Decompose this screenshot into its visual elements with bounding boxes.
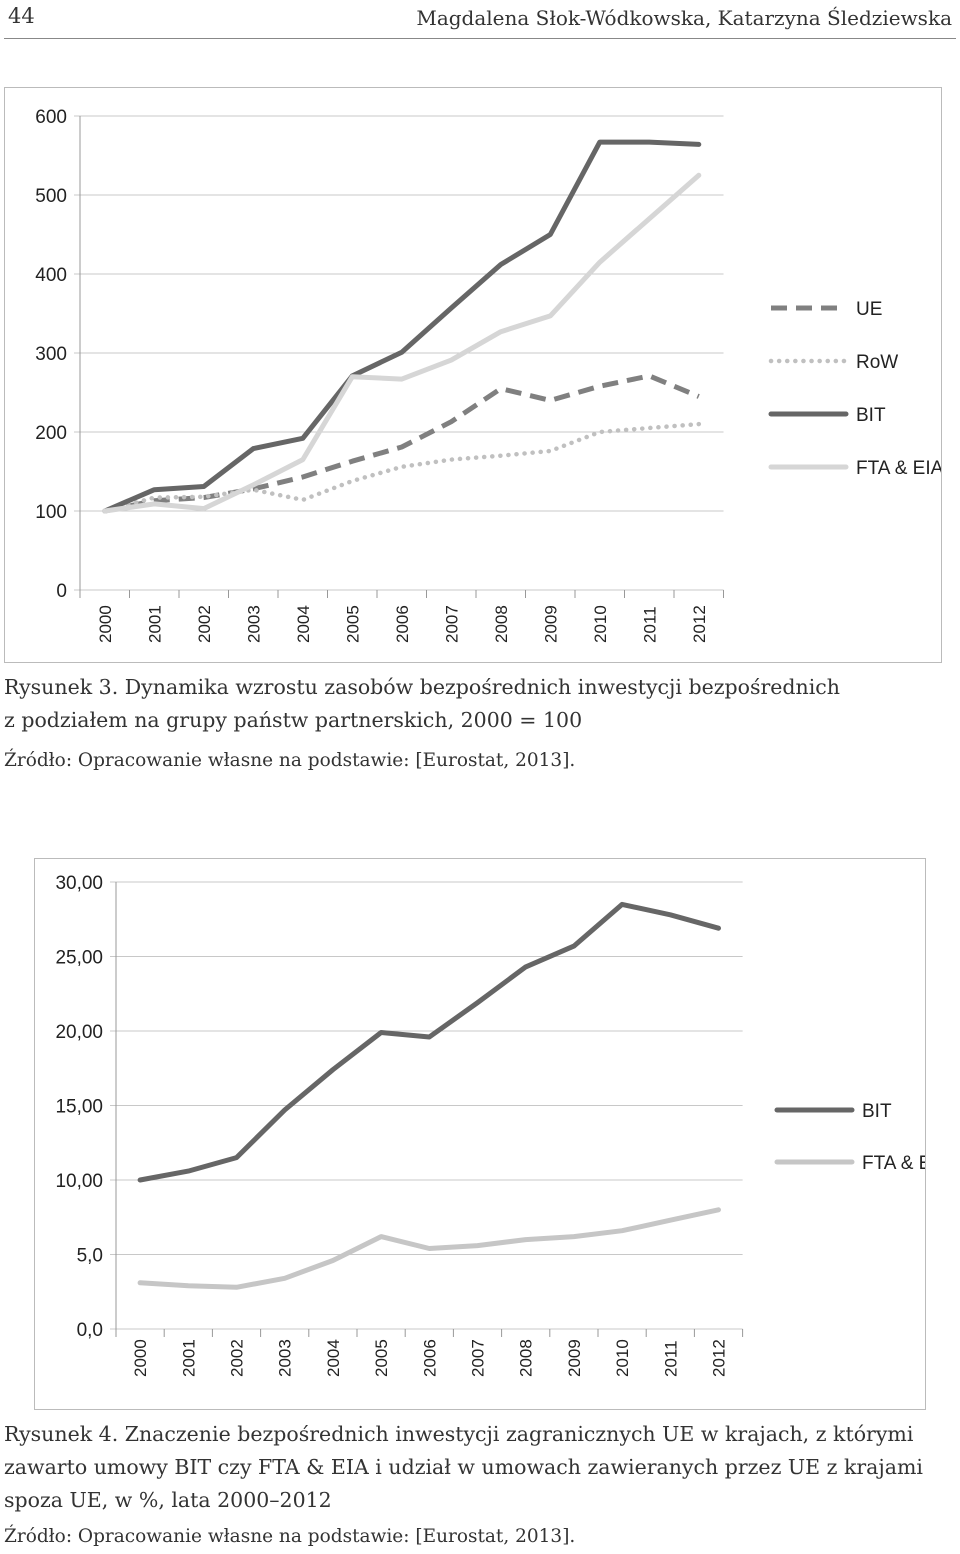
y-tick-label: 100 [35,502,67,523]
x-tick-label: 2005 [372,1339,391,1377]
figure-4-caption-line-3: spoza UE, w %, lata 2000–2012 [4,1488,332,1512]
x-tick-label: 2011 [640,606,659,643]
series-line-0 [137,901,721,1183]
y-tick-label: 400 [35,265,67,286]
y-tick-label: 20,00 [55,1022,103,1043]
legend-label: BIT [862,1101,892,1122]
x-tick-label: 2012 [690,605,709,643]
y-tick-label: 500 [35,186,67,207]
figure-4-source: Źródło: Opracowanie własne na podstawie:… [4,1526,576,1547]
series-line-3 [102,172,702,514]
legend-label: BIT [856,405,886,426]
x-tick-label: 2007 [442,605,461,643]
y-tick-label: 25,00 [55,948,103,969]
x-tick-label: 2000 [131,1339,150,1377]
running-head-authors: Magdalena Słok-Wódkowska, Katarzyna Śled… [416,6,952,30]
x-tick-label: 2002 [195,605,214,643]
x-tick-label: 2006 [420,1339,439,1377]
y-tick-label: 30,00 [55,873,103,894]
x-tick-label: 2001 [145,605,164,643]
y-tick-label: 5,0 [77,1246,103,1267]
figure-4-chart: 0,0 5,0 10,00 15,00 20,00 25,00 30,00 2000 2001 2… [34,858,926,1410]
y-tick-label: 15,00 [55,1097,103,1118]
figure-3-caption-line-2: z podziałem na grupy państw partnerskich… [4,708,583,732]
figure-3-caption: Rysunek 3. Dynamika wzrostu zasobów bezp… [4,671,840,737]
y-tick-label: 300 [35,344,67,365]
x-tick-label: 2009 [541,605,560,643]
x-tick-label: 2003 [276,1339,295,1377]
page-header: 44 Magdalena Słok-Wódkowska, Katarzyna Ś… [4,0,956,39]
x-tick-label: 2001 [179,1339,198,1377]
x-tick-label: 2008 [492,605,511,643]
figure-3-source: Źródło: Opracowanie własne na podstawie:… [4,750,576,771]
x-tick-label: 2009 [565,1339,584,1377]
x-tick-label: 2006 [393,605,412,643]
x-tick-label: 2010 [591,605,610,643]
y-tick-label: 0,0 [77,1320,103,1341]
x-tick-label: 2008 [517,1339,536,1377]
x-tick-label: 2004 [324,1339,343,1377]
figure-4-svg: 0,0 5,0 10,00 15,00 20,00 25,00 30,00 2000 2001 2… [55,873,925,1377]
figure-4-caption: Rysunek 4. Znaczenie bezpośrednich inwes… [4,1418,923,1517]
series-line-2 [102,139,702,514]
figure-4-caption-line-1: Rysunek 4. Znaczenie bezpośrednich inwes… [4,1422,914,1446]
y-tick-label: 10,00 [55,1171,103,1192]
legend-label: FTA & EIA [862,1153,925,1174]
x-tick-label: 2012 [710,1339,729,1377]
legend-label: FTA & EIA [856,458,941,479]
y-tick-label: 0 [56,581,67,602]
x-tick-label: 2000 [96,605,115,643]
figure-3-chart: 0 100 200 300 400 500 600 2000 2001 2002 2003 2004 2… [4,87,942,663]
series-line-1 [102,421,702,514]
series-line-1 [137,1207,721,1290]
figure-3-caption-line-1: Rysunek 3. Dynamika wzrostu zasobów bezp… [4,675,840,699]
x-tick-label: 2003 [244,605,263,643]
x-tick-label: 2005 [343,605,362,643]
figure-4-caption-line-2: zawarto umowy BIT czy FTA & EIA i udział… [4,1455,923,1479]
y-tick-label: 200 [35,423,67,444]
x-tick-label: 2010 [613,1339,632,1377]
x-tick-label: 2011 [661,1340,680,1377]
legend-label: UE [856,299,882,320]
legend-label: RoW [856,352,898,373]
x-tick-label: 2007 [469,1339,488,1377]
series-line-0 [104,373,700,514]
figure-3-svg: 0 100 200 300 400 500 600 2000 2001 2002 2003 2004 2… [35,107,941,643]
x-tick-label: 2004 [294,605,313,643]
page-number: 44 [8,4,35,28]
x-tick-label: 2002 [228,1339,247,1377]
y-tick-label: 600 [35,107,67,128]
